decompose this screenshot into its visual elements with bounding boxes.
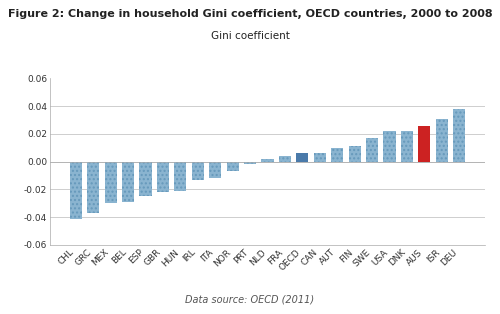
- Text: Data source: OECD (2011): Data source: OECD (2011): [186, 295, 314, 305]
- Bar: [314, 153, 326, 162]
- Bar: [157, 162, 169, 192]
- Bar: [192, 162, 204, 180]
- Bar: [436, 119, 448, 162]
- Bar: [209, 162, 222, 178]
- Bar: [348, 146, 360, 162]
- Bar: [174, 162, 186, 191]
- Bar: [104, 162, 117, 203]
- Bar: [418, 126, 430, 162]
- Bar: [70, 162, 82, 219]
- Text: Gini coefficient: Gini coefficient: [210, 31, 290, 41]
- Bar: [401, 131, 413, 162]
- Bar: [331, 148, 344, 162]
- Bar: [262, 159, 274, 162]
- Bar: [140, 162, 151, 196]
- Bar: [244, 162, 256, 165]
- Bar: [366, 138, 378, 162]
- Bar: [453, 109, 465, 162]
- Bar: [279, 156, 291, 162]
- Bar: [122, 162, 134, 202]
- Text: Figure 2: Change in household Gini coefficient, OECD countries, 2000 to 2008: Figure 2: Change in household Gini coeff…: [8, 9, 492, 19]
- Bar: [87, 162, 100, 213]
- Bar: [384, 131, 396, 162]
- Bar: [296, 153, 308, 162]
- Bar: [226, 162, 239, 171]
